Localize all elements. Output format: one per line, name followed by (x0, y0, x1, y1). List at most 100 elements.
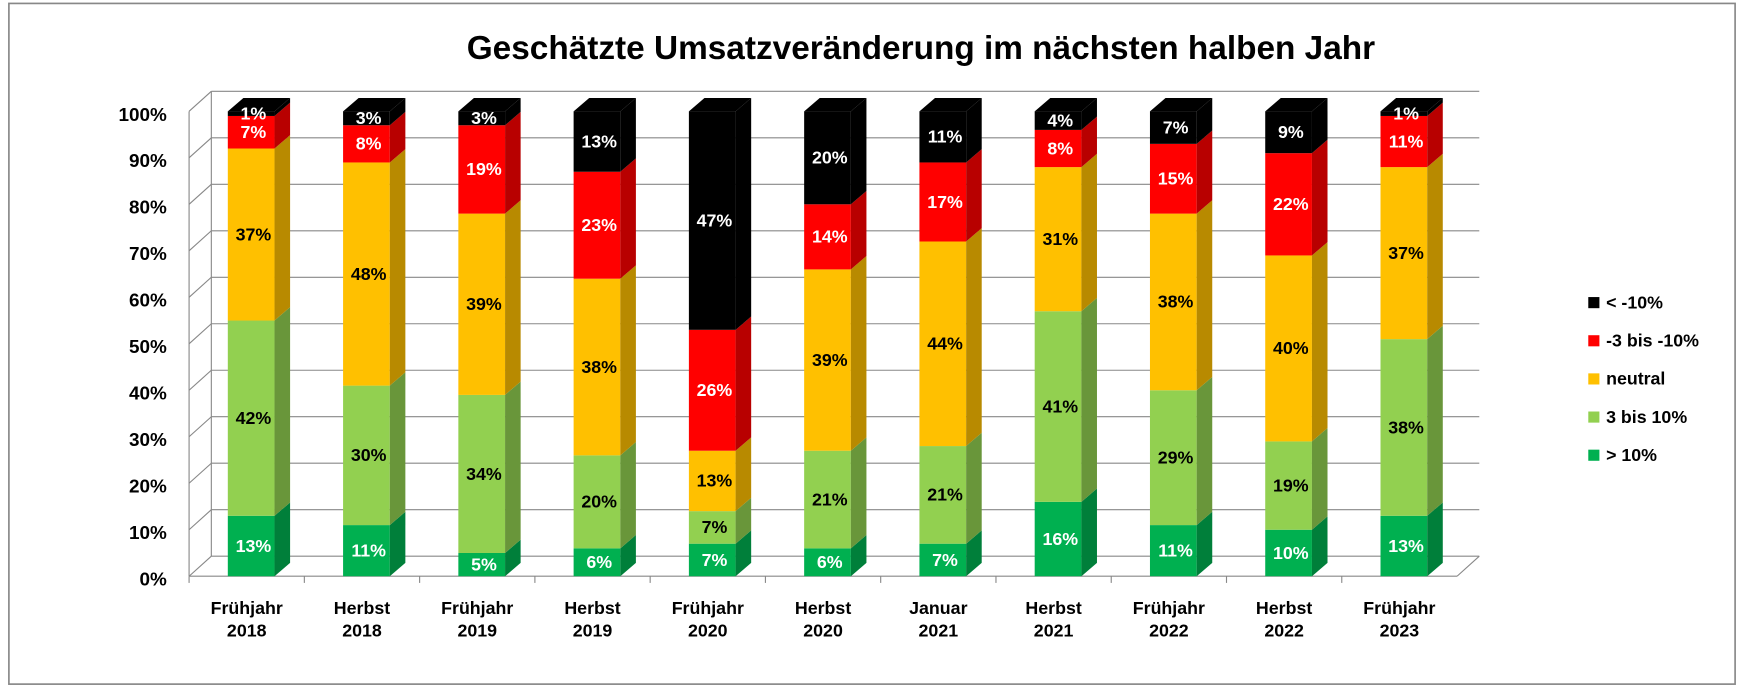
bar-side (620, 158, 636, 279)
bar-segment (458, 213, 506, 395)
grid-side (188, 323, 212, 345)
x-tick-label: Frühjahr 2020 (671, 599, 744, 641)
data-label: 3% (471, 108, 497, 128)
bar-segment (1265, 529, 1312, 577)
chart-frame (8, 2, 1736, 685)
bar-segment (458, 552, 506, 577)
bar-side (1081, 488, 1097, 577)
bar-segment (1265, 153, 1312, 256)
bar-top (1034, 97, 1097, 112)
data-label: 38% (581, 357, 617, 377)
y-tick-label: 60% (129, 291, 167, 312)
data-label: 34% (466, 464, 502, 484)
bar-side (389, 111, 406, 163)
data-label: 30% (351, 445, 387, 465)
bar-segment (1380, 339, 1428, 516)
bar-top (688, 97, 752, 112)
bar-segment (688, 111, 736, 330)
bar-side (389, 511, 406, 577)
x-tick-label-box: Frühjahr 2019 (441, 600, 513, 641)
data-label: 29% (1158, 447, 1194, 467)
bar-segment (343, 125, 390, 163)
grid-side (188, 416, 212, 438)
data-label: 38% (1158, 292, 1194, 312)
data-label: 15% (1158, 169, 1194, 189)
x-tick-label-box: Herbst 2018 (334, 600, 390, 641)
bar-segment (227, 111, 275, 116)
bar-segment (688, 511, 736, 544)
bar-side (1427, 502, 1443, 577)
legend-label: 3 bis 10% (1606, 407, 1687, 427)
bar-segment (804, 269, 851, 451)
bar-side (620, 265, 636, 456)
bar-segment (573, 171, 621, 279)
bar-side (274, 135, 291, 321)
grid-side (188, 555, 212, 577)
bar-segment (1265, 255, 1312, 442)
bar-segment (1149, 390, 1197, 526)
bar-segment (1034, 311, 1082, 502)
bar-segment (227, 515, 275, 577)
bar-side (1311, 97, 1328, 154)
data-label: 6% (817, 552, 843, 572)
bar-side (735, 316, 752, 451)
bar-side (389, 372, 406, 526)
data-label: 8% (356, 134, 382, 154)
bar-segment (343, 525, 390, 577)
bar-side (966, 432, 982, 544)
bar-segment (1034, 129, 1082, 168)
y-tick-label: 10% (129, 523, 167, 544)
data-label: 7% (241, 122, 267, 142)
data-label: 37% (1388, 243, 1424, 263)
legend-swatch (1588, 297, 1600, 309)
y-tick-label: 40% (129, 384, 167, 405)
bar-side (1081, 97, 1097, 130)
bar-side (1196, 200, 1213, 391)
bar-side (966, 530, 982, 577)
legend-swatch (1588, 373, 1600, 385)
data-label: 3% (356, 108, 382, 128)
data-label: 47% (697, 210, 733, 230)
bar-segment (1149, 525, 1197, 577)
bar-segment (919, 162, 967, 242)
data-label: 37% (236, 224, 272, 244)
legend-label: -3 bis -10% (1606, 331, 1699, 351)
legend-label: > 10% (1606, 445, 1657, 465)
data-label: 38% (1388, 417, 1424, 437)
data-label: 8% (1047, 138, 1073, 158)
x-tick-label-box: Herbst 2019 (564, 600, 620, 641)
bar-segment (1034, 111, 1082, 130)
bar-segment (804, 548, 851, 577)
data-label: 44% (927, 334, 963, 354)
bar-side (1081, 297, 1097, 502)
data-label: 41% (1042, 396, 1078, 416)
data-label: 40% (1273, 338, 1309, 358)
legend-label: < -10% (1606, 292, 1663, 312)
y-tick-label: 20% (129, 477, 167, 498)
bar-side (389, 149, 406, 386)
data-label: 20% (581, 492, 617, 512)
bar-side (274, 502, 291, 577)
bar-segment (1265, 111, 1312, 154)
bar-side (850, 97, 867, 205)
data-label: 7% (932, 550, 958, 570)
x-tick-label-box: Januar 2021 (909, 600, 967, 641)
bar-segment (1149, 111, 1197, 144)
bar-side (850, 190, 867, 270)
data-label: 13% (581, 131, 617, 151)
bar-segment (1380, 111, 1428, 116)
bar-top (1265, 97, 1328, 112)
data-label: 42% (236, 408, 272, 428)
x-tick-label-box: Frühjahr 2018 (211, 600, 283, 641)
x-tick-label-box: Herbst 2021 (1025, 600, 1081, 641)
bar-side (505, 200, 521, 395)
x-tick-label-box: Frühjahr 2023 (1363, 600, 1435, 641)
bar-segment (573, 548, 621, 577)
bar-side (735, 97, 752, 330)
data-label: 14% (812, 227, 848, 247)
bar-segment (458, 125, 506, 214)
bar-segment (1380, 167, 1428, 340)
bar-segment (804, 111, 851, 205)
bar-segment (688, 450, 736, 512)
bar-segment (919, 446, 967, 544)
